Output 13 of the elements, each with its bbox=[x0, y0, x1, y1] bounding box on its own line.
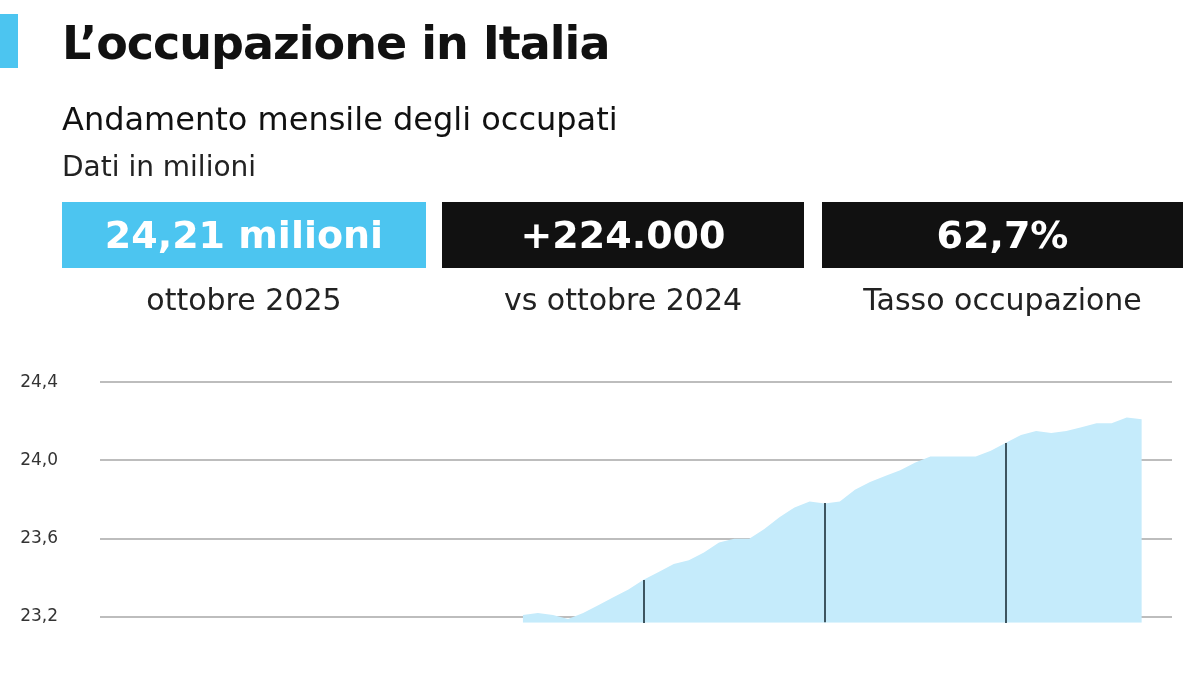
y-tick-label: 24,4 bbox=[20, 370, 58, 391]
text: Dati in milioni bbox=[62, 150, 257, 183]
y-tick-label: 23,2 bbox=[20, 605, 58, 626]
y-tick-label: 24,0 bbox=[20, 448, 58, 469]
chart-title: L’occupazione in Italia bbox=[62, 16, 610, 70]
text: +224.000 bbox=[442, 202, 804, 268]
text: Tasso occupazione bbox=[862, 282, 1143, 317]
text: 62,7% bbox=[822, 202, 1183, 268]
y-tick-label: 23,6 bbox=[20, 527, 58, 548]
text: 24,21 milioni bbox=[62, 202, 426, 268]
text: vs ottobre 2024 bbox=[502, 282, 744, 317]
text: ottobre 2025 bbox=[145, 282, 343, 317]
chart-subtitle: Andamento mensile degli occupati bbox=[62, 100, 618, 138]
